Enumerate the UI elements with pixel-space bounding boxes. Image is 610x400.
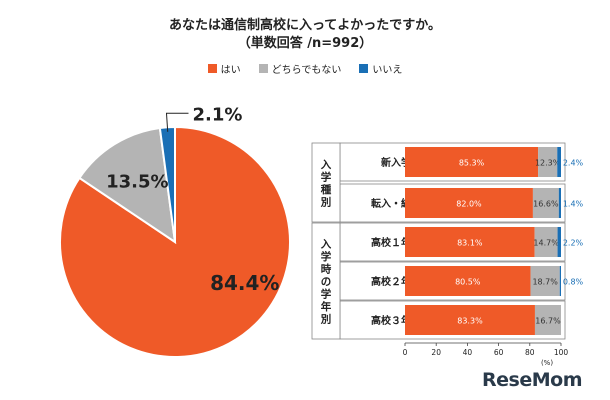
- legend-swatch-neutral: [258, 64, 268, 73]
- bar-segment-yes: [405, 227, 535, 257]
- legend-item-no: いいえ: [359, 61, 402, 76]
- legend-swatch-no: [359, 64, 369, 73]
- logo-text: ReseMom: [482, 369, 582, 391]
- bar-value-label: 83.3%: [457, 317, 483, 326]
- bar-segment-yes: [405, 147, 539, 177]
- bar-value-label: 16.7%: [535, 317, 561, 326]
- legend-label-yes: はい: [220, 65, 241, 76]
- chart-subtitle: （単数回答 /n=992）: [237, 36, 373, 51]
- bar-value-label: 83.1%: [457, 239, 483, 248]
- pie-label-yes: 84.4%: [210, 271, 279, 295]
- x-tick-label: 40: [463, 348, 473, 357]
- bar-value-label: 0.8%: [563, 278, 584, 287]
- x-tick-label: 60: [494, 348, 504, 357]
- group-label: 入学種別: [320, 159, 332, 209]
- x-tick-label: 80: [525, 348, 535, 357]
- legend-swatch-yes: [207, 64, 217, 73]
- pie-label-neutral: 13.5%: [106, 171, 168, 192]
- pie-slice-neutral: [78, 126, 177, 245]
- bar-value-label: 2.4%: [563, 159, 584, 168]
- bar-segment-neutral: [532, 188, 559, 218]
- bar-segment-yes: [405, 305, 535, 335]
- bar-value-label: 1.4%: [563, 200, 584, 209]
- bar-value-label: 12.3%: [535, 159, 561, 168]
- group-label-frame: [311, 222, 341, 340]
- x-tick-label: 20: [431, 348, 441, 357]
- bar-value-label: 18.7%: [532, 278, 558, 287]
- category-label: 新入学: [381, 156, 411, 169]
- chart-title: あなたは通信制高校に入ってよかったですか。: [168, 18, 442, 33]
- bar-segment-yes: [405, 266, 531, 296]
- x-tick-label: 0: [403, 348, 408, 357]
- legend-label-no: いいえ: [372, 65, 403, 76]
- x-tick-label: 100: [554, 348, 569, 357]
- x-axis-unit: (%): [541, 359, 553, 367]
- bar-value-label: 82.0%: [456, 200, 482, 209]
- bar-value-label: 16.6%: [533, 200, 559, 209]
- bar-value-label: 80.5%: [455, 278, 481, 287]
- legend-item-neutral: どちらでもない: [258, 61, 342, 76]
- group-label: 入学時の学年別: [320, 239, 332, 326]
- logo: ReseMom: [482, 369, 582, 391]
- legend-label-neutral: どちらでもない: [271, 65, 342, 76]
- bar-segment-neutral: [534, 305, 561, 335]
- bar-segment-neutral: [530, 266, 560, 296]
- bar-value-label: 14.7%: [533, 239, 559, 248]
- bar-value-label: 2.2%: [563, 239, 584, 248]
- bar-segment-no: [557, 227, 561, 257]
- pie-label-no: 2.1%: [192, 104, 242, 125]
- bar-segment-yes: [405, 188, 533, 218]
- bar-segment-no: [559, 266, 561, 296]
- bar-segment-neutral: [534, 227, 558, 257]
- pie-leader-line: [165, 112, 189, 132]
- legend-item-yes: はい: [207, 61, 241, 76]
- bar-segment-no: [558, 188, 561, 218]
- bar-value-label: 85.3%: [459, 159, 485, 168]
- legend: はい どちらでもない いいえ: [0, 61, 610, 76]
- group-label-frame: [311, 142, 341, 223]
- bar-segment-neutral: [538, 147, 558, 177]
- bar-segment-no: [557, 147, 561, 177]
